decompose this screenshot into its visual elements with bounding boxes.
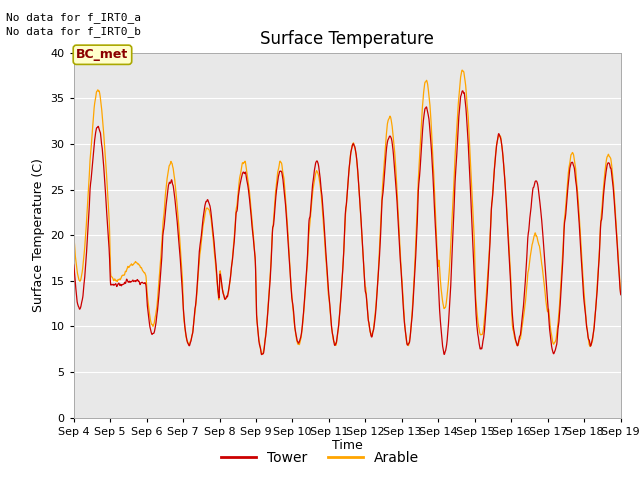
Text: No data for f_IRT0_a: No data for f_IRT0_a xyxy=(6,12,141,23)
X-axis label: Time: Time xyxy=(332,439,363,453)
Text: BC_met: BC_met xyxy=(76,48,129,61)
Title: Surface Temperature: Surface Temperature xyxy=(260,30,434,48)
Text: No data for f_IRT0_b: No data for f_IRT0_b xyxy=(6,26,141,37)
Y-axis label: Surface Temperature (C): Surface Temperature (C) xyxy=(32,158,45,312)
Legend: Tower, Arable: Tower, Arable xyxy=(216,445,424,471)
